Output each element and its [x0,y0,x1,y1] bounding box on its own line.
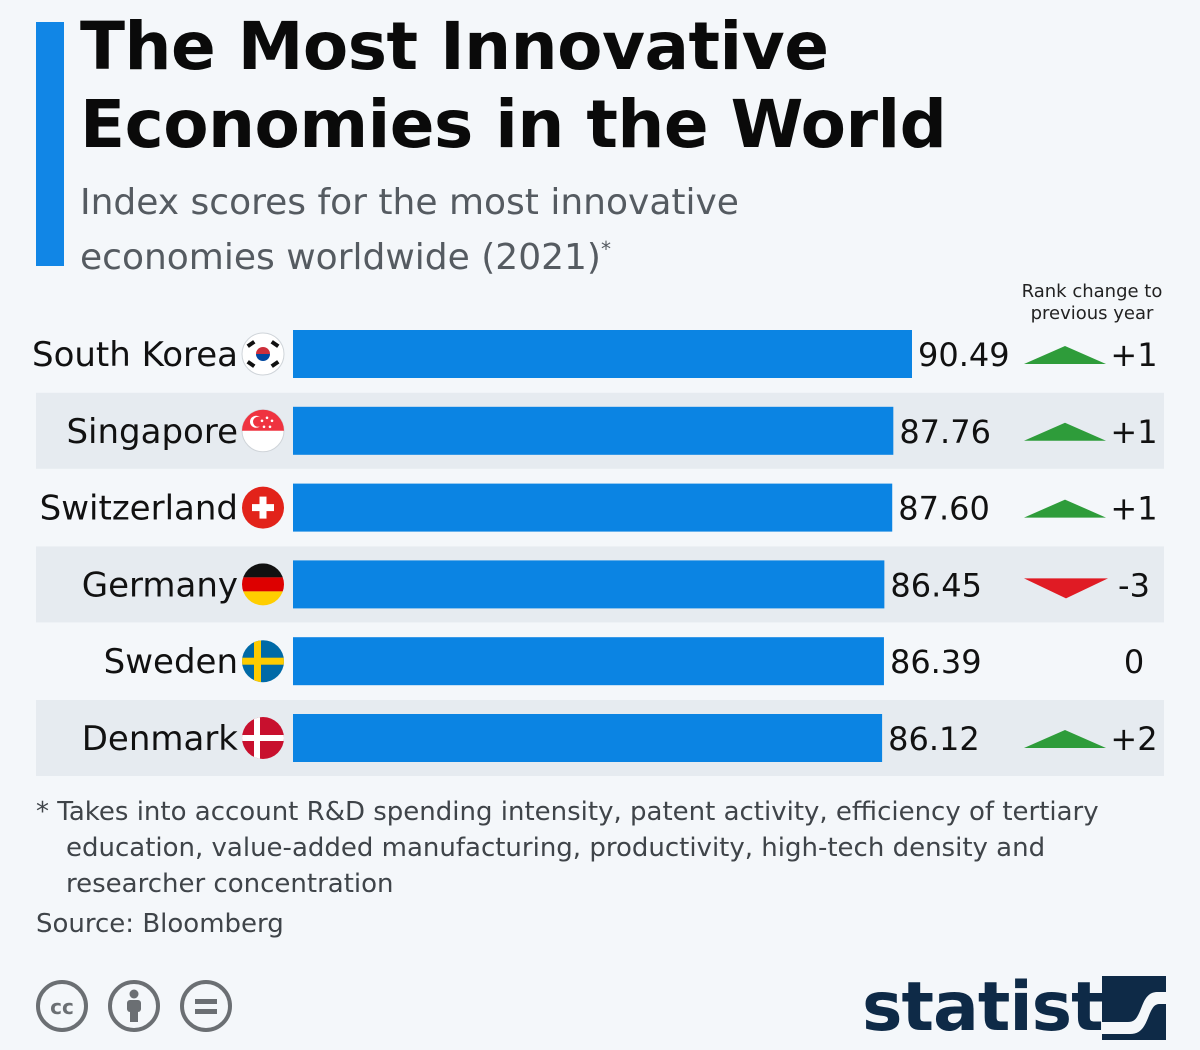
footnote-line-3: researcher concentration [66,869,394,899]
rank-down-arrow-icon [1024,578,1108,599]
chart-row-denmark: Denmark 86.12 +2 [36,700,1164,776]
trigram-2 [270,340,280,348]
value-label-switzerland: 87.60 [898,490,990,528]
chart-subtitle-line-1: Index scores for the most innovative [80,182,739,223]
trigram-1 [246,340,256,348]
bar-singapore[interactable] [293,406,894,455]
taegeuk-red [256,347,270,354]
value-label-south-korea: 90.49 [918,336,1010,374]
chart-subtitle: Index scores for the most innovative eco… [80,180,739,281]
cross-horizontal [252,504,274,512]
footnote-line-1: * Takes into account R&D spending intens… [36,797,1099,827]
singapore-flag-icon [241,409,285,453]
chart-row-sweden: Sweden 86.39 0 [104,637,1144,686]
chart-subtitle-line-2: economies worldwide (2021) [80,237,601,278]
rank-up-arrow-icon [1024,730,1106,748]
bar-denmark[interactable] [293,714,883,762]
germany-flag-icon [242,563,284,606]
rank-change-germany: -3 [1118,566,1150,604]
chart-title-line-1: The Most Innovative [80,8,829,85]
crescent-inner [253,416,263,427]
bar-south-korea[interactable] [293,330,912,378]
star-4 [262,425,266,429]
star-5 [260,419,264,423]
rank-change-switzerland: +1 [1110,490,1157,528]
star-2 [270,419,274,423]
chart-row-south-korea: South Korea 90.49 +1 [32,330,1158,378]
rank-change-header-line-1: Rank change to [1021,281,1163,302]
value-label-sweden: 86.39 [890,643,982,681]
trigram-3 [246,360,256,368]
brand-wordmark: statista [862,968,1149,1047]
chart-row-germany: Germany 86.45 -3 [36,546,1164,623]
source-note: Source: Bloomberg [36,909,284,939]
stripe-gold [242,591,284,606]
denmark-flag-icon [242,717,284,759]
category-label-south-korea: South Korea [32,335,238,375]
category-label-germany: Germany [82,565,238,605]
rank-up-arrow-icon [1024,422,1106,441]
rank-change-denmark: +2 [1110,720,1157,758]
taegeuk-blue [256,354,270,361]
cross-horizontal [242,657,284,665]
rank-change-sweden: 0 [1124,643,1144,681]
svg-text:cc: cc [50,995,74,1019]
attribution-icon[interactable] [108,980,160,1032]
switzerland-flag-icon [242,486,284,529]
subtitle-asterisk: * [600,237,611,261]
star-3 [268,425,272,429]
chart-title-line-2: Economies in the World [80,86,947,163]
footnote-text: * Takes into account R&D spending intens… [36,794,1176,902]
rank-change-header: Rank change to previous year [1002,281,1182,325]
value-label-denmark: 86.12 [888,720,980,758]
title-accent-bar [36,22,64,266]
sweden-flag-icon [242,640,284,683]
trigram-4 [270,360,280,368]
bar-germany[interactable] [293,560,885,609]
no-derivatives-icon[interactable] [180,980,232,1032]
category-label-denmark: Denmark [82,719,239,759]
rank-change-header-line-2: previous year [1030,303,1154,324]
rank-change-singapore: +1 [1110,413,1157,451]
rank-change-south-korea: +1 [1110,336,1157,374]
stripe-black [242,563,284,578]
chart-row-singapore: Singapore 87.76 +1 [36,392,1164,469]
rank-up-arrow-icon [1024,346,1106,364]
category-label-switzerland: Switzerland [40,489,238,529]
south-korea-flag-icon [241,332,285,376]
bar-switzerland[interactable] [293,483,893,532]
rank-up-arrow-icon [1024,499,1106,518]
value-label-germany: 86.45 [890,566,982,604]
cross-horizontal [242,735,284,741]
value-label-singapore: 87.76 [899,413,991,451]
footnote: * Takes into account R&D spending intens… [36,794,1176,902]
chart-row-switzerland: Switzerland 87.60 +1 [40,483,1158,532]
category-label-singapore: Singapore [66,412,238,452]
statista-logo-mark-icon [1102,976,1166,1040]
bar-sweden[interactable] [293,637,884,686]
stripe-red [242,577,284,592]
chart-title: The Most Innovative Economies in the Wor… [80,8,947,164]
footnote-line-2: education, value-added manufacturing, pr… [66,833,1046,863]
creative-commons-icon[interactable]: cc [36,980,88,1032]
category-label-sweden: Sweden [104,642,238,682]
star-1 [265,416,269,420]
